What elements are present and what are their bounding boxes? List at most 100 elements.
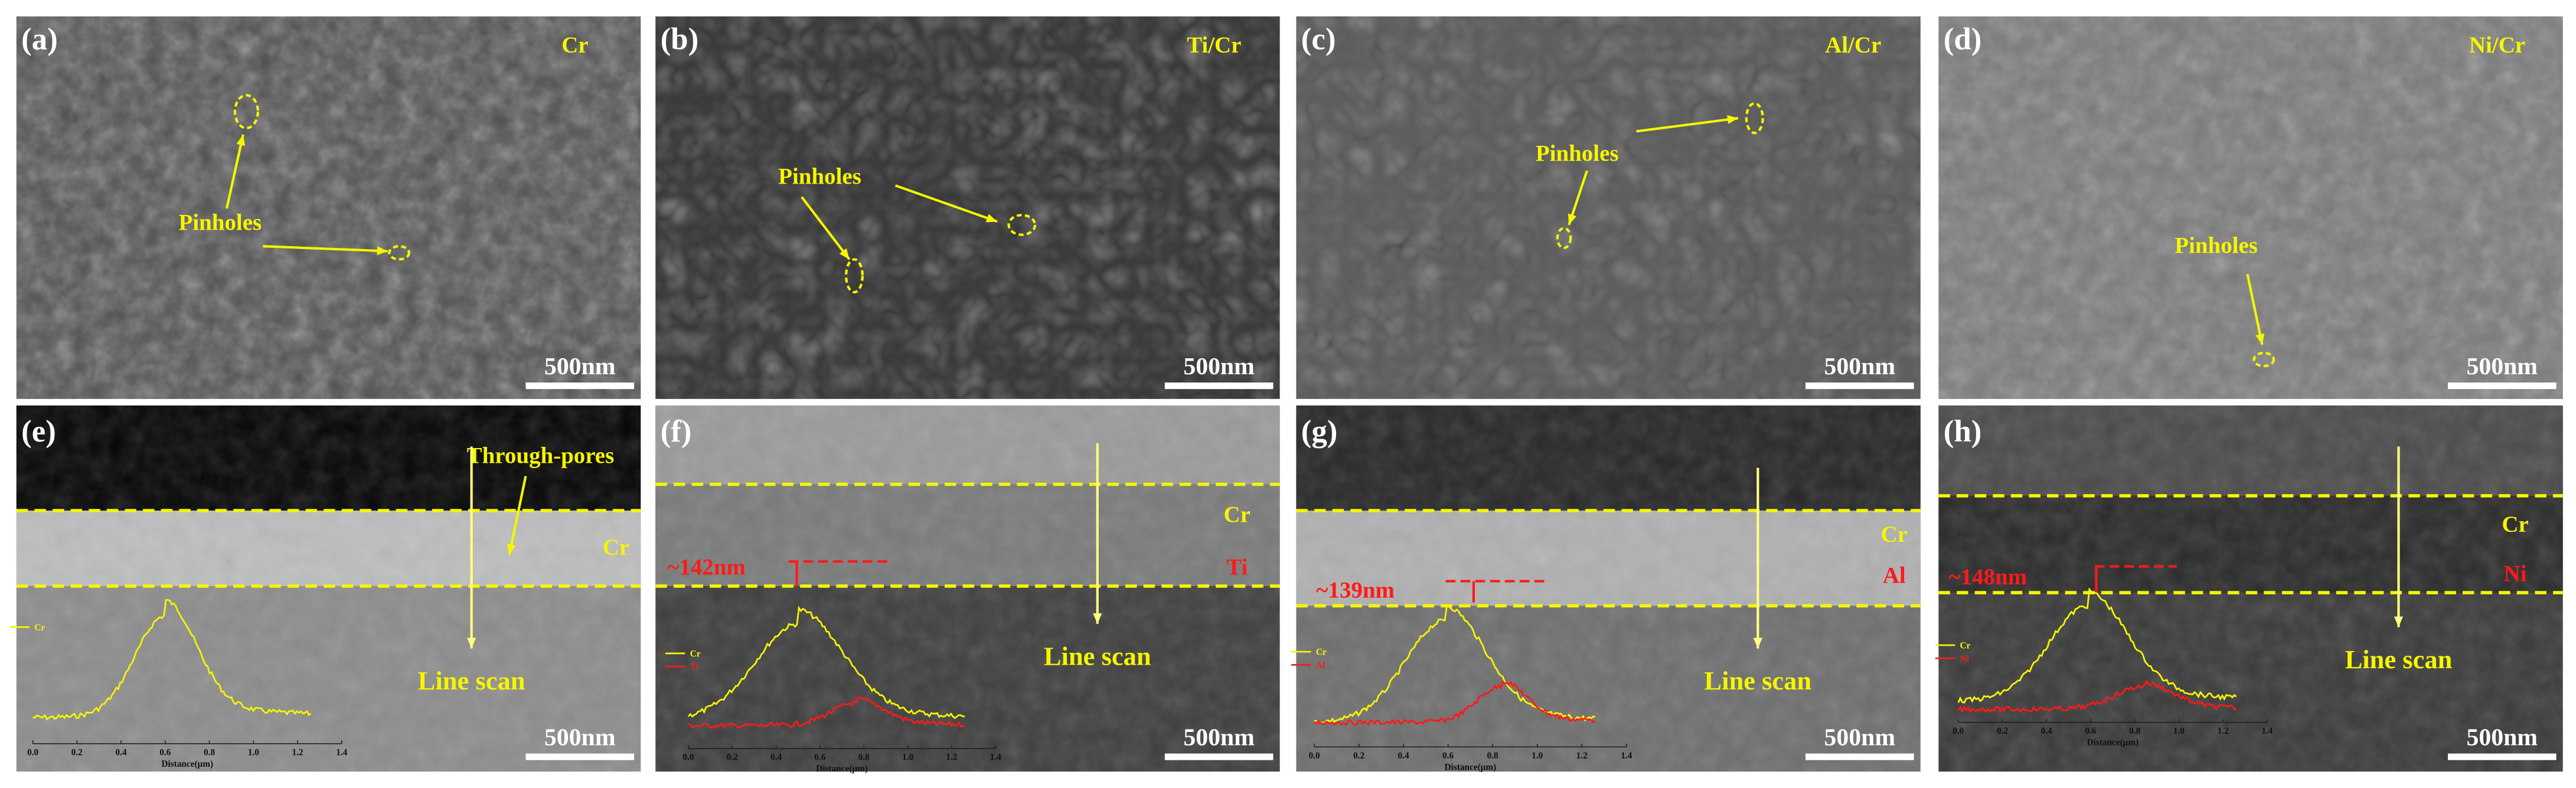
sem-texture bbox=[655, 16, 1280, 399]
sample-label: Ti/Cr bbox=[1187, 32, 1241, 58]
sample-label: Ni/Cr bbox=[2469, 32, 2525, 58]
x-tick-label: 0.2 bbox=[71, 747, 83, 757]
x-tick-label: 1.2 bbox=[2218, 726, 2229, 736]
scale-bar-label: 500nm bbox=[544, 353, 616, 380]
arrow-line bbox=[1636, 117, 1739, 133]
pinhole-marker bbox=[233, 94, 259, 130]
scale-bar-label: 500nm bbox=[1183, 724, 1255, 751]
arrow-line bbox=[508, 476, 527, 555]
sem-texture bbox=[1296, 405, 1921, 772]
panel-label: (c) bbox=[1301, 22, 1336, 56]
arrow-head bbox=[466, 637, 476, 649]
line-scan-label: Line scan bbox=[1044, 641, 1151, 671]
legend-label: Al bbox=[1316, 661, 1325, 671]
scale-bar bbox=[1164, 753, 1274, 760]
pinhole-marker bbox=[844, 258, 864, 294]
x-tick-label: 0.4 bbox=[2041, 726, 2052, 736]
scale-bar-label: 500nm bbox=[1183, 353, 1255, 380]
profile-curve bbox=[1314, 680, 1596, 726]
thickness-label: ~148nm bbox=[1948, 564, 2027, 590]
x-tick-label: 0.2 bbox=[1997, 726, 2008, 736]
layer-label: Ni bbox=[2504, 561, 2527, 587]
x-tick-label: 1.4 bbox=[990, 753, 1001, 763]
line-scan-label: Line scan bbox=[418, 666, 525, 695]
legend-label: Ni bbox=[1960, 654, 1970, 664]
x-axis-label: Distance(μm) bbox=[161, 759, 213, 769]
line-scan-label: Line scan bbox=[2345, 645, 2453, 674]
x-tick-label: 1.0 bbox=[902, 753, 913, 763]
sem-texture bbox=[1938, 16, 2563, 399]
thickness-label: ~139nm bbox=[1316, 577, 1395, 603]
panel-label: (e) bbox=[21, 414, 56, 449]
legend-label: Ti bbox=[690, 662, 699, 672]
sample-label: Al/Cr bbox=[1825, 32, 1881, 58]
sample-label: Cr bbox=[561, 32, 588, 58]
line-scan-label: Line scan bbox=[1704, 666, 1811, 695]
arrow-head bbox=[1568, 213, 1577, 225]
x-tick-label: 0.4 bbox=[770, 753, 782, 763]
panel-label: (a) bbox=[21, 22, 58, 56]
x-tick-label: 1.2 bbox=[946, 753, 957, 763]
scale-bar-label: 500nm bbox=[2466, 724, 2538, 751]
scale-bar-label: 500nm bbox=[2466, 353, 2538, 380]
sem-texture bbox=[16, 405, 641, 772]
x-tick-label: 0.0 bbox=[27, 747, 38, 757]
scale-bar bbox=[1805, 382, 1914, 390]
x-tick-label: 1.0 bbox=[1532, 751, 1543, 761]
scale-bar-label: 500nm bbox=[1824, 724, 1896, 751]
layer-label: Cr bbox=[1881, 522, 1908, 547]
x-tick-label: 0.6 bbox=[1442, 751, 1454, 761]
layer-label: Ti bbox=[1226, 554, 1248, 580]
annotation: Pinholes bbox=[1536, 141, 1619, 166]
pinhole-marker bbox=[2252, 351, 2275, 368]
arrow-head bbox=[985, 214, 997, 223]
panel-label: (d) bbox=[1944, 22, 1982, 56]
panel-label: (b) bbox=[661, 22, 699, 56]
x-tick-label: 0.0 bbox=[683, 753, 694, 763]
thickness-label: ~142nm bbox=[667, 554, 746, 580]
layer-label: Al bbox=[1883, 563, 1906, 588]
arrow-line bbox=[894, 184, 998, 223]
x-tick-label: 0.0 bbox=[1953, 726, 1964, 736]
x-tick-label: 0.8 bbox=[1487, 751, 1498, 761]
sem-texture bbox=[1296, 16, 1921, 399]
x-tick-label: 1.2 bbox=[1576, 751, 1588, 761]
x-tick-label: 1.4 bbox=[336, 747, 347, 757]
scale-bar-label: 500nm bbox=[544, 724, 616, 751]
scale-bar bbox=[2447, 382, 2557, 390]
x-tick-label: 1.0 bbox=[248, 747, 259, 757]
arrow-head bbox=[236, 135, 246, 146]
profile-curve bbox=[1957, 679, 2237, 714]
arrow-head bbox=[507, 543, 516, 555]
arrow-line bbox=[801, 196, 851, 260]
layer-label: Cr bbox=[2502, 512, 2528, 537]
panel-label: (g) bbox=[1301, 414, 1338, 449]
sem-texture bbox=[1938, 405, 2563, 772]
arrow-line bbox=[263, 245, 388, 253]
x-tick-label: 1.4 bbox=[2261, 726, 2273, 736]
x-tick-label: 1.2 bbox=[292, 747, 303, 757]
x-tick-label: 0.2 bbox=[1353, 751, 1364, 761]
profile-curve bbox=[32, 599, 312, 721]
scale-bar-label: 500nm bbox=[1824, 353, 1896, 380]
profile-curve bbox=[1314, 606, 1596, 725]
pinhole-marker bbox=[1007, 214, 1037, 236]
annotation: Pinholes bbox=[179, 210, 262, 235]
arrow-head bbox=[1727, 115, 1738, 125]
x-tick-label: 0.2 bbox=[727, 753, 738, 763]
x-tick-label: 0.4 bbox=[116, 747, 127, 757]
arrow-head bbox=[2255, 333, 2265, 345]
pinhole-marker bbox=[1745, 102, 1764, 135]
legend-label: Cr bbox=[1316, 648, 1327, 658]
x-tick-label: 0.6 bbox=[159, 747, 171, 757]
note: Through-pores bbox=[467, 443, 615, 468]
scale-bar bbox=[1805, 753, 1914, 760]
x-tick-label: 0.6 bbox=[2085, 726, 2096, 736]
arrow-head bbox=[1753, 637, 1762, 649]
scale-bar bbox=[525, 753, 635, 760]
legend-label: Cr bbox=[34, 623, 45, 633]
x-axis-label: Distance(μm) bbox=[2087, 738, 2138, 748]
arrow-head bbox=[2394, 616, 2404, 627]
panel-label: (f) bbox=[661, 414, 692, 449]
x-tick-label: 1.4 bbox=[1621, 751, 1632, 761]
